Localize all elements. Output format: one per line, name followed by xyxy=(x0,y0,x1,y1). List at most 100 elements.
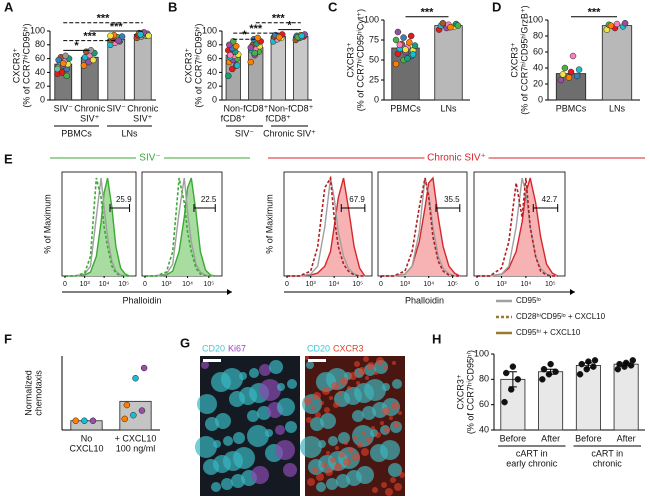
histogram-fill xyxy=(145,178,216,276)
texture xyxy=(251,466,269,484)
y-tick-label: 0 xyxy=(374,94,379,104)
data-point xyxy=(118,33,126,40)
data-point xyxy=(123,401,131,409)
x-tick-label: 0 xyxy=(285,281,289,288)
x-tick-label: 10⁴ xyxy=(99,281,110,288)
data-point xyxy=(247,58,255,66)
texture xyxy=(320,413,336,429)
histogram-curve xyxy=(381,177,460,277)
data-point xyxy=(115,37,122,44)
data-point xyxy=(569,52,577,60)
y-tick-label: 80 xyxy=(35,39,45,49)
texture xyxy=(287,379,297,389)
texture xyxy=(215,413,231,429)
texture xyxy=(318,440,326,448)
bar xyxy=(293,36,309,101)
group-title: Chronic SIV⁺ xyxy=(427,153,486,164)
texture xyxy=(393,422,399,428)
data-point xyxy=(613,20,621,28)
y-axis-label: (% of CCR7ʰⁱCD95ʰⁱ) xyxy=(465,350,475,434)
texture xyxy=(364,379,386,401)
texture xyxy=(313,392,321,400)
data-point xyxy=(275,33,283,41)
data-point xyxy=(576,371,584,378)
texture xyxy=(321,462,327,468)
y-tick-label: 60 xyxy=(207,53,217,63)
y-axis-label: CXCR3⁺ xyxy=(183,48,193,84)
texture xyxy=(375,432,381,438)
texture xyxy=(366,437,372,443)
texture xyxy=(283,463,297,477)
x-tick-label: fCD8⁺ xyxy=(288,103,314,113)
significance-label: *** xyxy=(249,23,263,35)
scale-bar xyxy=(203,359,221,362)
y-tick-label: 100 xyxy=(30,25,45,35)
texture xyxy=(239,372,247,380)
data-point xyxy=(298,32,305,40)
x-tick-label: Chronic xyxy=(127,103,159,113)
texture xyxy=(277,398,295,416)
texture xyxy=(363,356,369,362)
data-point xyxy=(409,51,417,58)
panel-label: H xyxy=(432,331,441,346)
texture xyxy=(221,478,233,490)
data-point xyxy=(559,71,567,78)
texture xyxy=(306,361,314,369)
y-tick-label: 40 xyxy=(479,424,489,434)
texture xyxy=(383,366,387,370)
y-tick-label: 40 xyxy=(35,67,45,77)
data-point xyxy=(407,32,415,40)
data-point xyxy=(121,415,128,423)
data-point xyxy=(411,42,419,49)
x-tick-label: LNs xyxy=(440,103,457,113)
gate-value: 25.9 xyxy=(116,195,132,204)
arrow-head xyxy=(570,289,575,295)
data-point xyxy=(72,417,79,424)
data-point xyxy=(400,34,407,41)
y-axis-label: Normalized xyxy=(23,370,33,416)
texture xyxy=(344,441,348,445)
histogram-curve xyxy=(287,177,366,277)
gate xyxy=(109,204,131,212)
y-tick-label: 0 xyxy=(212,94,217,104)
texture xyxy=(391,402,399,410)
gate-value: 42.7 xyxy=(542,195,558,204)
x-tick-label: Chronic xyxy=(74,103,106,113)
texture xyxy=(269,360,283,374)
x-tick-label: + CXCL10 xyxy=(115,433,157,443)
texture xyxy=(398,411,402,415)
texture xyxy=(347,386,351,390)
texture xyxy=(320,401,324,405)
y-tick-label: 100 xyxy=(202,25,217,35)
x-tick-label: 10³ xyxy=(80,281,91,288)
stain-label: CD20 xyxy=(202,343,225,353)
x-tick-label: 10³ xyxy=(306,281,317,288)
x-tick-label: SIV⁻ xyxy=(107,103,127,113)
y-tick-label: 25 xyxy=(369,74,379,84)
arrow-head xyxy=(227,289,232,295)
legend-label: CD95ʰⁱ + CXCL10 xyxy=(516,328,581,337)
group-label: SIV⁻ xyxy=(235,128,255,138)
data-point xyxy=(539,376,546,383)
y-tick-label: 60 xyxy=(35,53,45,63)
texture xyxy=(201,361,209,369)
data-point xyxy=(230,38,237,45)
data-point xyxy=(578,360,585,368)
data-point xyxy=(514,376,522,383)
data-point xyxy=(502,369,510,377)
histogram-curve xyxy=(477,177,558,277)
data-point xyxy=(392,60,400,68)
y-tick-label: 80 xyxy=(479,374,489,384)
texture xyxy=(285,421,297,433)
data-point xyxy=(590,363,597,370)
data-point xyxy=(392,36,400,44)
texture xyxy=(381,482,387,488)
data-point xyxy=(254,34,261,42)
x-tick-label: Non- xyxy=(268,103,288,113)
y-tick-label: 75 xyxy=(369,34,379,44)
error-bar xyxy=(622,362,631,366)
x-axis-label: Phalloidin xyxy=(405,295,444,305)
y-axis-label: CXCR3⁺ xyxy=(509,42,519,78)
data-point xyxy=(621,19,629,27)
significance-label: *** xyxy=(97,13,111,25)
